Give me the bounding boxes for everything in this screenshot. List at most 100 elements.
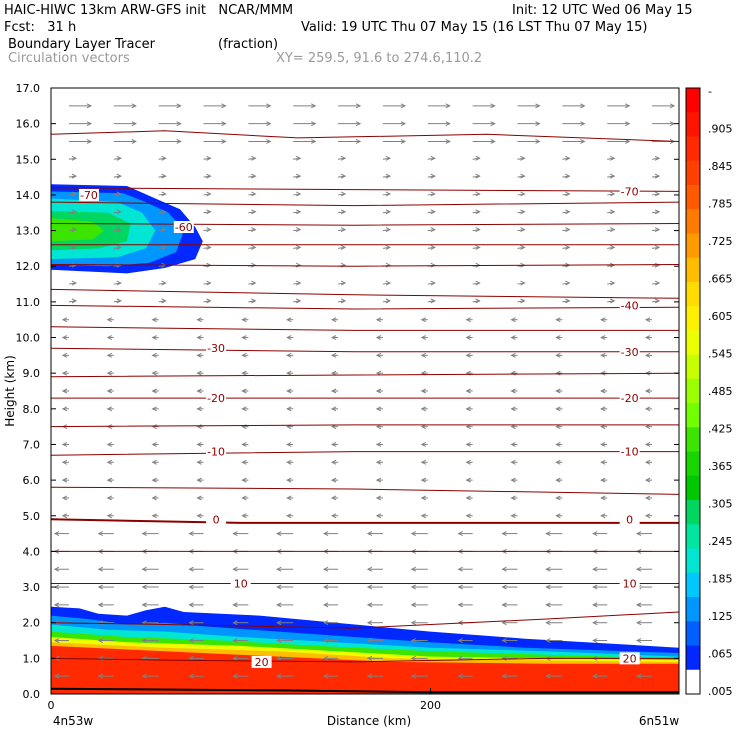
contour-label: -70 [80, 189, 98, 202]
vector-head [555, 495, 561, 501]
vector-head [520, 191, 526, 197]
circulation-vector [607, 155, 616, 161]
circulation-vector [501, 602, 518, 608]
vector-head [520, 209, 526, 215]
circulation-vector [410, 584, 428, 590]
circulation-vector [644, 495, 653, 501]
vector-head [232, 638, 238, 643]
circulation-vector [97, 584, 114, 590]
circulation-vector [375, 495, 383, 501]
vector-head [366, 638, 373, 643]
vector-head [296, 191, 302, 197]
circulation-vector [555, 317, 563, 323]
colorbar-swatch [686, 475, 700, 501]
init-time: Init: 12 UTC Wed 06 May 15 [512, 3, 693, 18]
temperature-contour [51, 424, 679, 428]
vector-head [400, 103, 407, 109]
circulation-vector [607, 103, 631, 109]
vector-head [97, 531, 104, 537]
x-tick-label: 0 [48, 699, 55, 712]
circulation-vector [607, 173, 616, 179]
colorbar-swatch [686, 669, 700, 695]
vector-head [131, 103, 137, 109]
circulation-vector [366, 584, 383, 590]
circulation-vector [248, 121, 272, 127]
vector-head [465, 442, 471, 447]
vector-head [196, 406, 202, 412]
circulation-vector [644, 477, 653, 483]
colorbar-label: .245 [708, 535, 733, 548]
circulation-vector [427, 209, 436, 215]
vector-head [322, 602, 329, 608]
vector-head [106, 406, 113, 412]
temperature-contour [51, 611, 679, 629]
vector-head [465, 352, 471, 358]
circulation-vector [61, 477, 69, 483]
vector-head [366, 602, 373, 608]
circulation-vector [338, 191, 347, 197]
colorbar-swatch [686, 597, 700, 622]
vector-head [355, 103, 362, 109]
vector-head [116, 191, 122, 197]
circulation-vector [322, 602, 339, 608]
circulation-vector [607, 139, 631, 144]
vector-head [565, 227, 571, 233]
vector-head [296, 280, 302, 286]
circulation-vector [151, 477, 159, 483]
vector-head [592, 673, 598, 679]
colorbar-swatch [686, 136, 700, 162]
vector-head [330, 370, 337, 376]
circulation-vector [68, 280, 78, 286]
colorbar-swatch [686, 500, 700, 525]
vector-head [410, 655, 417, 661]
temperature-contour [51, 130, 679, 142]
vector-head [241, 388, 247, 394]
circulation-vector [196, 477, 204, 483]
contour-label-bg [619, 652, 640, 665]
circulation-vector [203, 173, 212, 179]
circulation-vector [293, 209, 302, 215]
vector-head [61, 317, 68, 323]
vector-head [510, 352, 516, 358]
circulation-vector [427, 280, 436, 286]
vector-head [600, 477, 606, 483]
vector-head [410, 531, 417, 537]
vector-head [196, 317, 202, 323]
vector-head [276, 655, 282, 661]
vector-head [61, 459, 68, 465]
vector-head [276, 531, 282, 537]
colorbar-swatch [686, 451, 700, 477]
x-tick-label: 200 [420, 699, 441, 712]
vector-head [565, 244, 571, 250]
circulation-vector [196, 335, 204, 340]
circulation-vector [600, 477, 608, 483]
circulation-vector [106, 406, 114, 412]
vector-head [490, 121, 496, 127]
vector-head [206, 298, 212, 304]
contour-label-bg [206, 342, 227, 355]
circulation-vector [517, 191, 526, 197]
contour-label-bg [173, 221, 194, 234]
vector-head [520, 173, 526, 179]
circulation-vector [382, 280, 392, 286]
circulation-vector [141, 531, 159, 537]
vector-head [296, 298, 302, 304]
circulation-vector [427, 173, 436, 179]
circulation-vector [68, 155, 78, 161]
vector-head [330, 388, 337, 394]
vector-head [286, 459, 292, 465]
circulation-vector [293, 298, 302, 304]
circulation-vector [106, 370, 114, 376]
circulation-vector [338, 280, 347, 286]
circulation-vector [501, 584, 518, 590]
circulation-vector [652, 155, 661, 161]
circulation-vector [600, 495, 608, 501]
vector-head [71, 262, 78, 268]
vector-head [266, 121, 272, 127]
circulation-vector [68, 103, 93, 109]
vector-head [71, 155, 78, 161]
circulation-vector [652, 227, 661, 233]
circulation-vector [158, 280, 167, 286]
circulation-vector [420, 388, 428, 394]
circulation-vector [555, 388, 563, 394]
